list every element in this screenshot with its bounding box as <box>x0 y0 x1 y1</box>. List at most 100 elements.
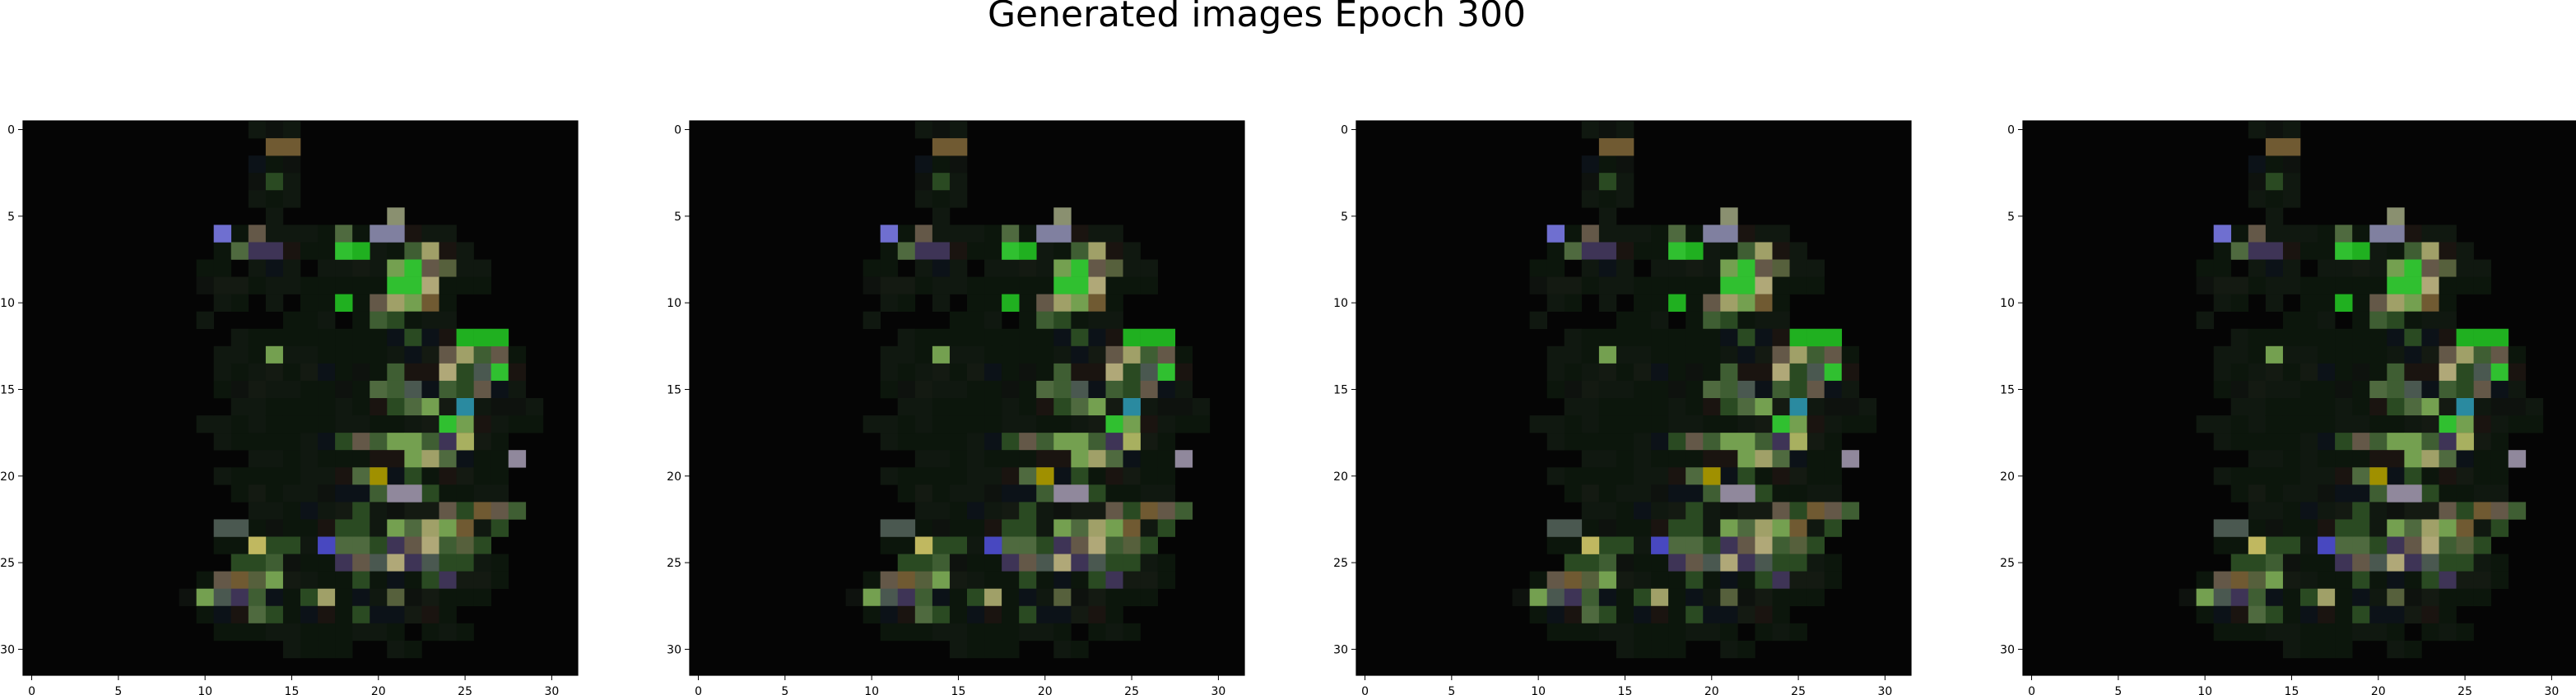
y-tick-label: 15 <box>0 383 15 396</box>
pixel-cell <box>282 640 301 659</box>
pixel-cell <box>2387 398 2405 416</box>
y-tick-label: 15 <box>667 383 681 396</box>
pixel-cell <box>387 242 405 260</box>
pixel-cell <box>1668 450 1686 468</box>
pixel-cell <box>2248 398 2267 416</box>
pixel-cell <box>1616 640 1634 659</box>
pixel-cell <box>1105 345 1123 364</box>
pixel-cell <box>1598 328 1617 347</box>
pixel-cell <box>914 259 933 277</box>
pixel-cell <box>1616 571 1634 589</box>
pixel-cell <box>439 502 457 520</box>
pixel-cell <box>335 554 353 572</box>
pixel-cell <box>491 450 509 468</box>
pixel-cell <box>1036 345 1054 364</box>
pixel-cell <box>2196 605 2214 624</box>
pixel-cell <box>1174 415 1193 433</box>
pixel-cell <box>949 311 968 330</box>
pixel-cell <box>914 623 933 642</box>
pixel-cell <box>1616 623 1634 642</box>
pixel-cell <box>1105 571 1123 589</box>
pixel-cell <box>1157 433 1176 451</box>
pixel-cell <box>1841 415 1860 433</box>
pixel-cell <box>508 380 527 399</box>
pixel-cell <box>2265 623 2284 642</box>
pixel-cell <box>2318 311 2336 330</box>
pixel-cell <box>1651 571 1669 589</box>
pixel-cell <box>1002 433 1020 451</box>
pixel-cell <box>335 484 353 503</box>
pixel-cell <box>1720 345 1738 364</box>
pixel-cell <box>2335 225 2353 243</box>
pixel-cell <box>248 380 267 399</box>
pixel-cell <box>1053 415 1072 433</box>
pixel-cell <box>282 415 301 433</box>
pixel-cell <box>439 345 457 364</box>
pixel-cell <box>1598 363 1617 382</box>
pixel-cell <box>1174 502 1193 520</box>
pixel-cell <box>2282 242 2301 260</box>
pixel-cell <box>1140 571 1158 589</box>
pixel-cell <box>2265 467 2284 485</box>
pixel-cell <box>1105 398 1123 416</box>
pixel-cell <box>2387 571 2405 589</box>
pixel-cell <box>1088 536 1106 554</box>
pixel-cell <box>1053 242 1072 260</box>
pixel-cell <box>2456 484 2474 503</box>
pixel-cell <box>967 380 985 399</box>
pixel-cell <box>1053 640 1072 659</box>
pixel-cell <box>932 242 951 260</box>
pixel-cell <box>863 588 881 607</box>
pixel-cell <box>473 380 491 399</box>
pixel-cell-accent <box>932 138 951 156</box>
pixel-cell <box>473 484 491 503</box>
pixel-cell <box>2230 345 2249 364</box>
pixel-cell <box>1581 276 1600 294</box>
pixel-cell-accent <box>2230 519 2249 537</box>
pixel-cell <box>1019 433 1037 451</box>
pixel-cell <box>2213 380 2232 399</box>
pixel-cell <box>2335 450 2353 468</box>
pixel-cell <box>984 345 1002 364</box>
pixel-cell <box>914 415 933 433</box>
pixel-cell <box>387 259 405 277</box>
pixel-cell <box>1616 467 1634 485</box>
pixel-cell <box>2196 259 2214 277</box>
pixel-cell <box>897 242 916 260</box>
pixel-cell <box>525 415 544 433</box>
pixel-cell <box>2230 571 2249 589</box>
pixel-cell <box>949 173 968 191</box>
pixel-cell <box>984 605 1002 624</box>
pixel-cell <box>1755 345 1773 364</box>
pixel-cell <box>213 415 232 433</box>
pixel-cell <box>1053 536 1072 554</box>
pixel-cell <box>949 450 968 468</box>
pixel-cell <box>863 311 881 330</box>
pixel-cell <box>1546 345 1565 364</box>
pixel-cell <box>2282 363 2301 382</box>
pixel-cell <box>2439 259 2457 277</box>
pixel-cell <box>1174 363 1193 382</box>
pixel-cell <box>1616 588 1634 607</box>
pixel-cell <box>949 380 968 399</box>
pixel-cell <box>1616 225 1634 243</box>
pixel-cell <box>1036 259 1054 277</box>
pixel-cell <box>1564 605 1583 624</box>
panel-axes-frame <box>22 120 579 676</box>
pixel-cell <box>196 588 214 607</box>
pixel-cell <box>1002 345 1020 364</box>
pixel-cell <box>2196 415 2214 433</box>
pixel-cell <box>265 588 284 607</box>
y-tick-label: 0 <box>7 124 15 137</box>
figure-suptitle: Generated images Epoch 300 <box>988 0 1526 35</box>
pixel-cell <box>2421 605 2439 624</box>
pixel-cell <box>949 588 968 607</box>
pixel-cell <box>2439 450 2457 468</box>
pixel-cell <box>2421 588 2439 607</box>
pixel-cell <box>318 467 336 485</box>
pixel-cell <box>248 519 267 537</box>
pixel-cell <box>2265 121 2284 139</box>
pixel-cell <box>932 502 951 520</box>
pixel-cell <box>2421 467 2439 485</box>
